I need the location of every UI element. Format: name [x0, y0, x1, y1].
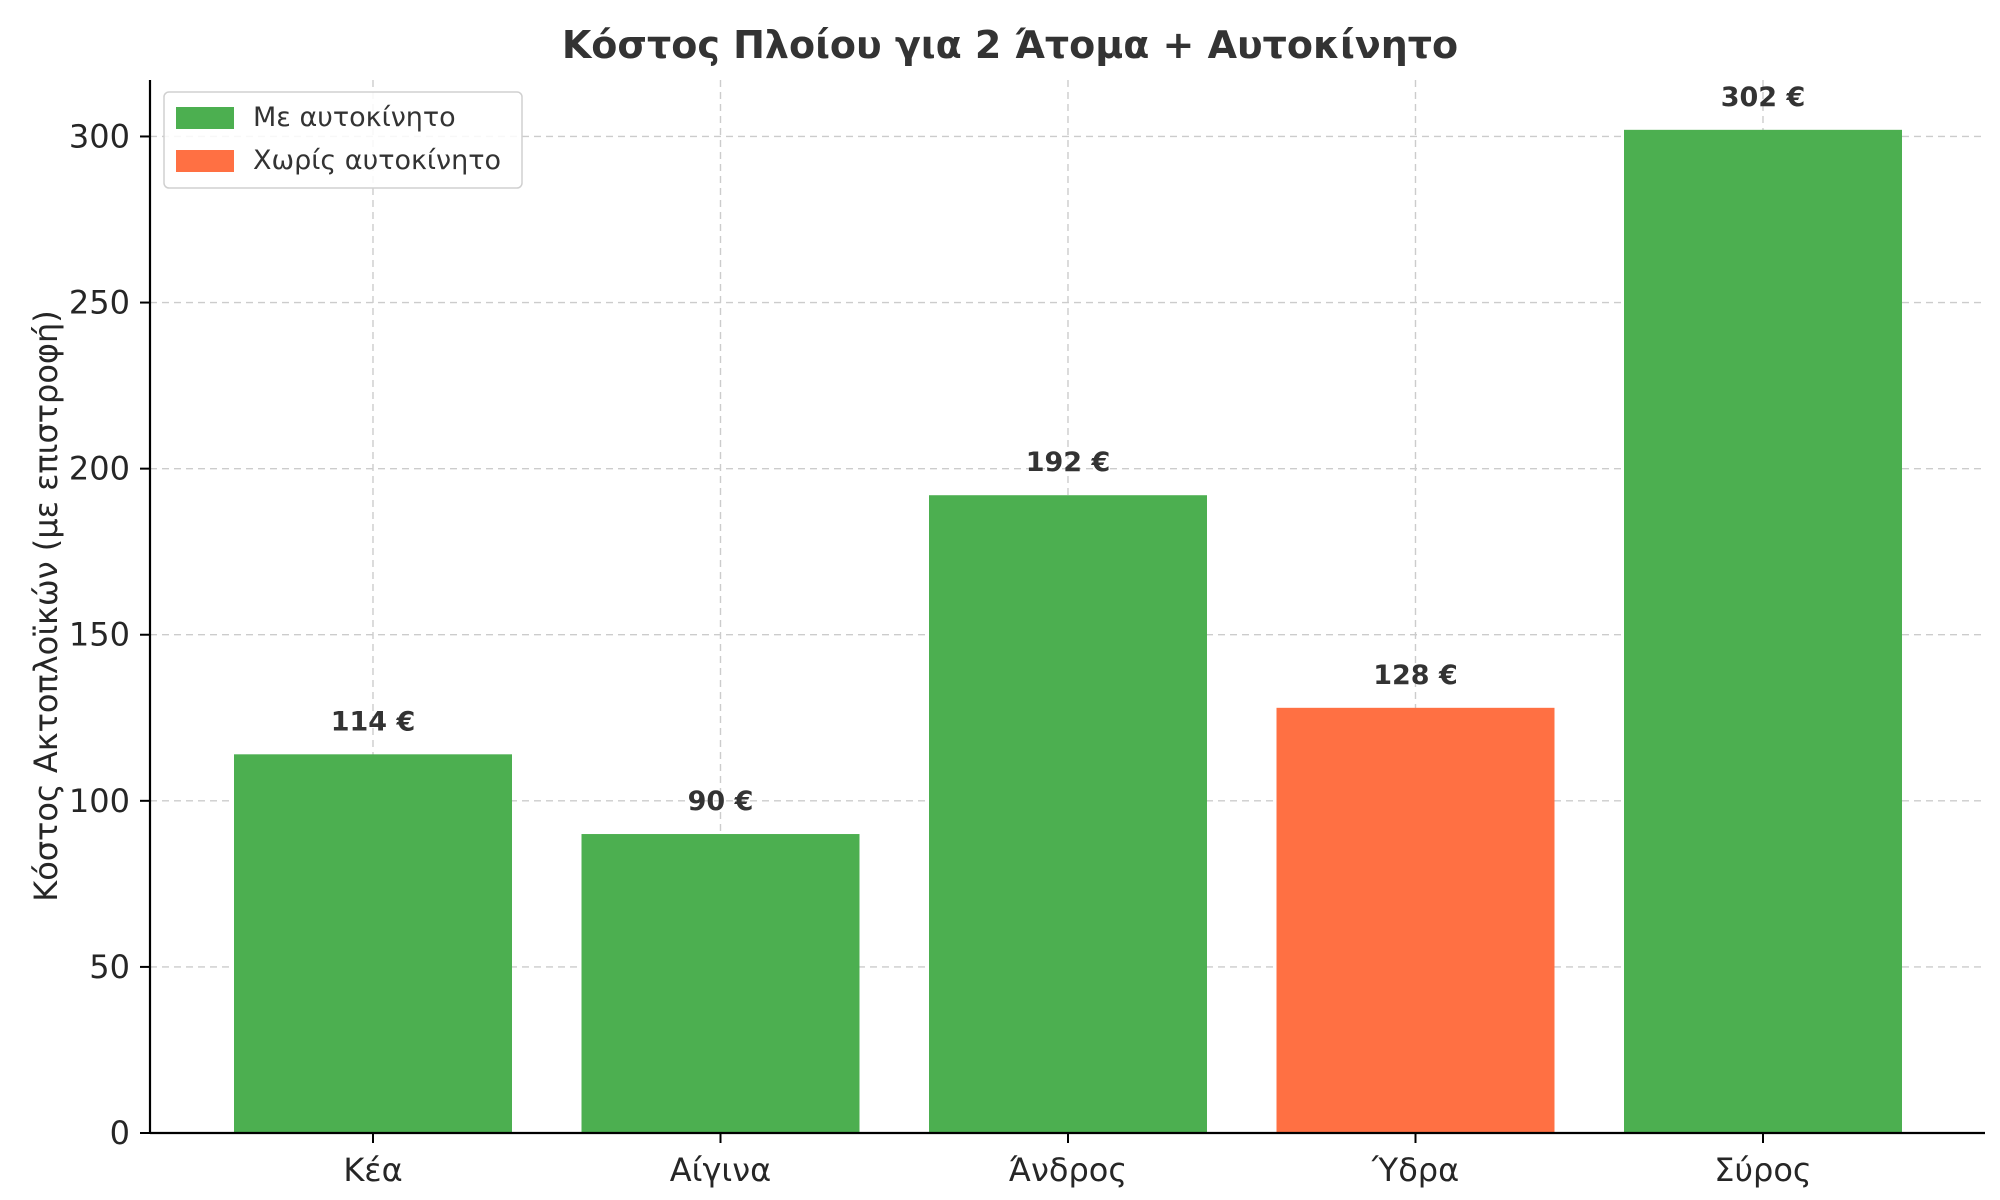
y-tick-label-250: 250 — [69, 284, 130, 322]
y-tick-label-50: 50 — [89, 948, 130, 986]
legend: Με αυτοκίνητο Χωρίς αυτοκίνητο — [163, 91, 523, 189]
data-label-3: 192 € — [1026, 447, 1111, 478]
bar-4 — [1276, 707, 1555, 1133]
legend-label-with-car: Με αυτοκίνητο — [253, 102, 456, 133]
y-tick-label-300: 300 — [69, 117, 130, 155]
y-tick-label-200: 200 — [69, 450, 130, 488]
x-tick-label-4: Ύδρα — [1371, 1151, 1459, 1189]
bar-5 — [1624, 129, 1902, 1134]
legend-swatch-with-car — [176, 107, 234, 129]
data-labels: 114 € 90 € 192 € 128 € 302 € — [331, 82, 1806, 817]
y-tick-label-150: 150 — [69, 616, 130, 654]
bar-2 — [581, 834, 860, 1133]
data-label-5: 302 € — [1721, 82, 1806, 113]
y-tick-label-100: 100 — [69, 782, 130, 820]
bar-1 — [234, 754, 512, 1133]
bars — [234, 129, 1902, 1134]
data-label-4: 128 € — [1373, 660, 1458, 691]
y-tick-label-0: 0 — [110, 1114, 130, 1152]
legend-frame — [163, 91, 523, 189]
bar-3 — [929, 495, 1207, 1133]
x-ticks: Κέα Αίγινα Άνδρος Ύδρα Σύρος — [343, 1133, 1812, 1189]
x-tick-label-3: Άνδρος — [1009, 1151, 1127, 1189]
x-tick-label-5: Σύρος — [1714, 1151, 1811, 1189]
data-label-1: 114 € — [331, 706, 416, 737]
data-label-2: 90 € — [688, 786, 754, 817]
legend-label-without-car: Χωρίς αυτοκίνητο — [253, 145, 501, 176]
x-tick-label-1: Κέα — [343, 1151, 402, 1189]
chart-title: Κόστος Πλοίου για 2 Άτομα + Αυτοκίνητο — [562, 23, 1458, 67]
y-axis-title: Κόστος Ακτοπλοϊκών (με επιστροφή) — [27, 310, 65, 902]
x-tick-label-2: Αίγινα — [670, 1151, 771, 1189]
legend-swatch-without-car — [176, 150, 234, 172]
y-ticks: 0 50 100 150 200 250 300 — [69, 117, 150, 1152]
